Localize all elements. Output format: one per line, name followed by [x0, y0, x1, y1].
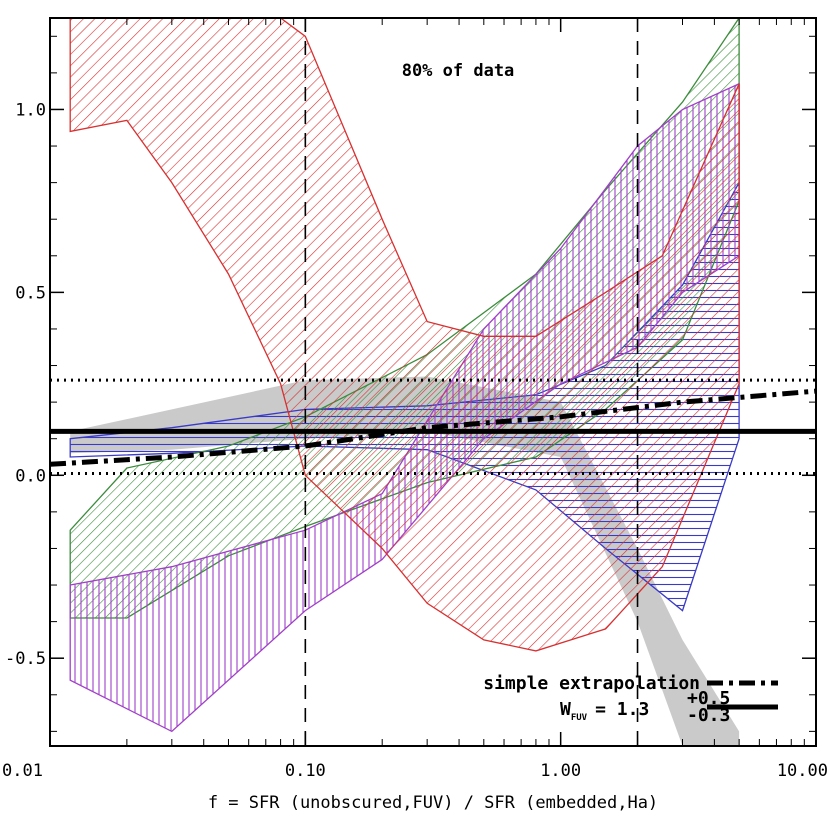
reference-lines: [50, 18, 816, 746]
y-tick-label: -0.5: [5, 649, 46, 669]
x-tick-label: 10.00: [777, 761, 828, 781]
y-tick-label: 0.0: [15, 466, 46, 486]
x-tick-label: 0.10: [285, 761, 326, 781]
x-axis-label: f = SFR (unobscured,FUV) / SFR (embedded…: [208, 793, 658, 813]
bands-layer: [69, 18, 740, 746]
legend-w-eq: = 1.3: [595, 699, 649, 720]
legend-w-sub: FUV: [571, 713, 588, 723]
annotation: 80% of data: [402, 61, 515, 81]
legend-w: W: [560, 699, 571, 720]
legend-label-wfuv: WFUV = 1.3: [560, 699, 649, 723]
y-tick-label: 1.0: [15, 100, 46, 120]
legend-sup: +0.5: [687, 688, 730, 709]
plot-frame: [49, 17, 817, 747]
y-tick-label: 0.5: [15, 283, 46, 303]
band-red: [69, 18, 740, 652]
legend-label-extrapolation: simple extrapolation: [483, 673, 700, 694]
x-tick-label: 0.01: [2, 761, 43, 781]
x-tick-label: 1.00: [540, 761, 581, 781]
axis-ticks: 0.01 0.10 1.00 10.00 -0.5 0.0 0.5 1.0: [2, 18, 828, 781]
legend-inf: -0.3: [687, 705, 730, 726]
legend: simple extrapolation WFUV = 1.3 +0.5 -0.3: [483, 673, 778, 726]
